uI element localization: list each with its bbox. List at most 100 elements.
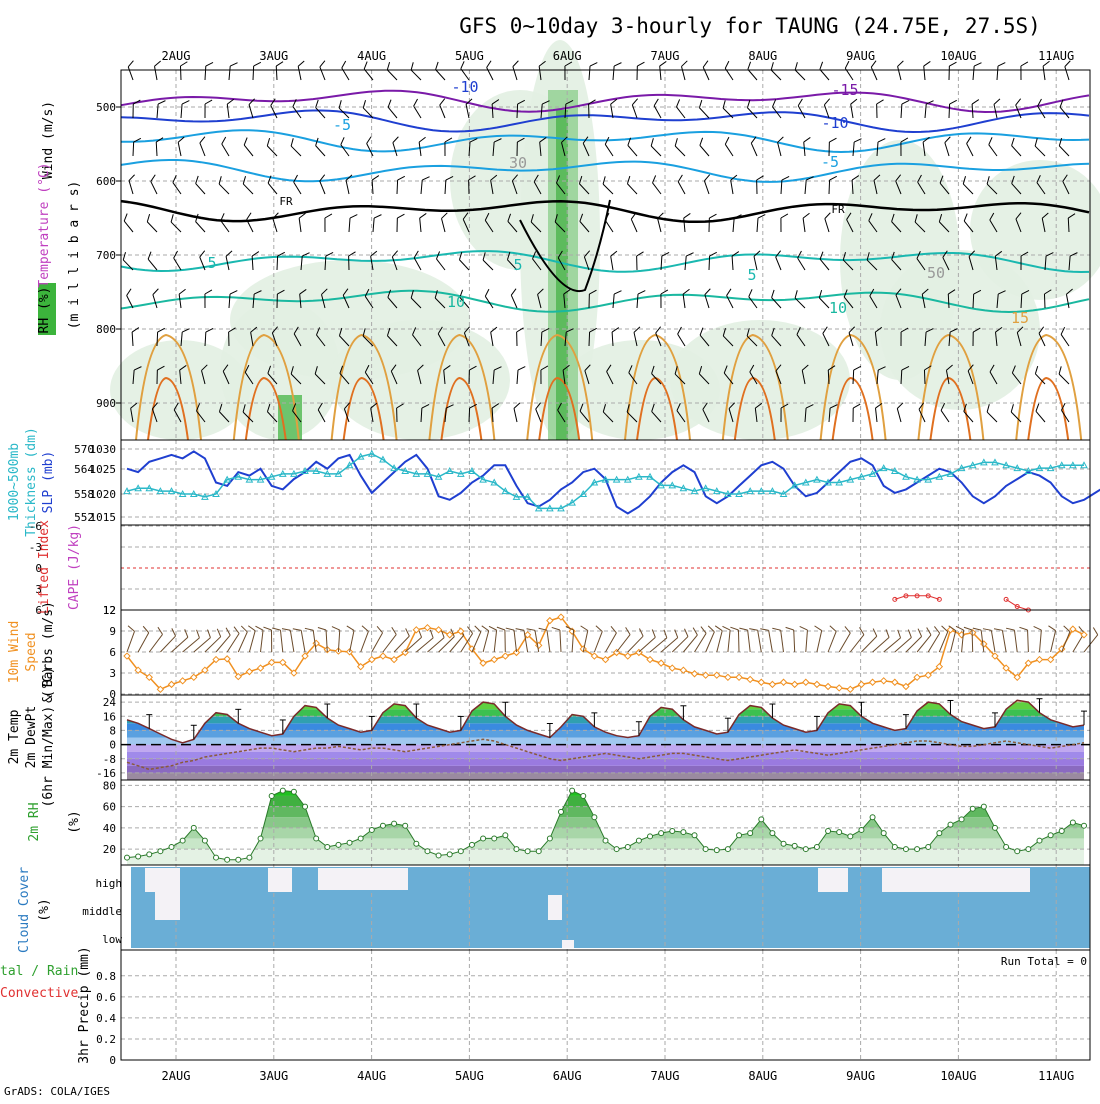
wind-axis-label: 10m Wind	[7, 621, 22, 684]
wind-barb-flag	[265, 138, 273, 146]
surface-wind-barb-staff	[149, 634, 162, 652]
rh-band	[121, 785, 1090, 796]
surface-wind-barb-staff	[160, 636, 175, 652]
rh-marker	[492, 836, 497, 841]
wind-barb-flag	[386, 100, 394, 108]
wind-barb-flag	[723, 61, 731, 68]
wind-barb-staff	[613, 294, 614, 308]
surface-wind-barb-staff	[706, 632, 715, 652]
wind-barb-flag	[702, 61, 710, 68]
wind-barb-staff	[469, 408, 470, 422]
rh-marker	[636, 838, 641, 843]
wind-barb-flag	[962, 214, 970, 222]
wind-barb-flag	[227, 99, 234, 104]
wind-barb	[299, 213, 308, 232]
wind-barb-flag	[993, 99, 1001, 104]
wind-barb-staff	[798, 106, 805, 118]
wind-barb-staff	[1059, 146, 1069, 156]
wind-barb-flag	[152, 289, 160, 295]
wind-barb-flag	[374, 214, 381, 219]
temp-band	[121, 709, 1090, 716]
wind-barb-flag	[821, 327, 829, 334]
wind-barb-flag	[198, 137, 206, 143]
wind-barb-flag	[240, 176, 248, 184]
rh-marker	[703, 847, 708, 852]
wind-barb-staff	[445, 180, 446, 194]
surface-wind-barb-staff	[194, 638, 211, 652]
wind-barb-flag	[829, 138, 836, 142]
rh-bands	[121, 780, 1090, 865]
wind-barb-staff	[421, 180, 422, 194]
wind-barb	[157, 100, 165, 119]
rh-marker	[414, 841, 419, 846]
wind-barb-staff	[684, 218, 685, 232]
rh-marker	[1070, 820, 1075, 825]
wind-barb-staff	[253, 66, 254, 80]
wind-barb-flag	[770, 99, 778, 106]
rh-marker	[759, 817, 764, 822]
wind-barb-flag	[769, 290, 777, 298]
rh-marker	[926, 844, 931, 849]
cloud-level-label: middle	[82, 905, 122, 918]
date-label-top: 6AUG	[553, 49, 582, 63]
surface-wind-barb	[330, 627, 340, 652]
y-tick-label: 0	[109, 1054, 116, 1067]
wind-barb	[625, 176, 642, 194]
cloud-axis-label: Cloud Cover	[17, 867, 32, 953]
y-tick-label: 16	[103, 710, 116, 723]
rh-marker	[314, 836, 319, 841]
rh-marker	[725, 847, 730, 852]
wind-barb	[397, 214, 404, 232]
wind-barb	[145, 214, 163, 232]
rh-marker	[191, 825, 196, 830]
wind-barb-staff	[411, 70, 421, 80]
wind-barb-flag	[313, 100, 321, 108]
wind-barb-flag	[419, 213, 426, 218]
wind-barb-staff	[349, 218, 350, 232]
surface-wind-barb-staff	[972, 630, 973, 652]
surface-wind-barb-flag	[376, 626, 384, 633]
surface-wind-barb-flag	[871, 629, 879, 637]
wind-barb-flag	[441, 213, 449, 219]
temp-band	[121, 716, 1090, 723]
wind-barb	[227, 99, 236, 118]
rh-marker	[803, 847, 808, 852]
wind-barb-flag	[683, 213, 690, 218]
wind-barb-staff	[778, 142, 781, 156]
wind-barb	[408, 62, 426, 80]
surface-wind-barb-flag	[699, 627, 707, 634]
wind-barb-flag	[132, 328, 139, 332]
rh-marker	[792, 843, 797, 848]
date-label-top: 4AUG	[357, 49, 386, 63]
rh-marker	[648, 834, 653, 839]
surface-wind-barb-flag	[497, 627, 505, 630]
surface-wind-barb-staff	[991, 630, 995, 652]
wind-barb-staff	[989, 145, 997, 156]
wind-barb-staff	[973, 294, 974, 308]
wind-barb	[850, 99, 860, 118]
isotherm-label: 10	[447, 293, 465, 311]
y-tick-label: 24	[103, 696, 117, 709]
surface-wind-barb-staff	[738, 630, 739, 652]
wind-barb-staff	[949, 104, 950, 118]
y-tick-label: 800	[96, 323, 116, 336]
wind-barb-staff	[725, 144, 733, 156]
wind-barb-flag	[704, 289, 712, 295]
y-tick-label: -16	[96, 767, 116, 780]
wind-barb-staff	[1043, 66, 1045, 80]
wind-barb-staff	[320, 67, 325, 80]
surface-wind-barb-flag	[552, 627, 560, 630]
rh-marker	[269, 793, 274, 798]
wind-barb-staff	[173, 183, 181, 194]
wind-speed-marker	[781, 679, 787, 685]
wind-barb	[1058, 100, 1075, 118]
wind-barb	[960, 176, 978, 194]
surface-wind-barb-flag	[332, 627, 340, 630]
wind-barb	[220, 137, 235, 156]
wind-barb-staff	[156, 142, 157, 156]
surface-wind-barb	[189, 630, 213, 652]
wind-barb-flag	[725, 289, 733, 296]
wind-speed-marker	[447, 632, 453, 638]
date-label-bottom: 6AUG	[553, 1069, 582, 1083]
rh-marker	[291, 789, 296, 794]
